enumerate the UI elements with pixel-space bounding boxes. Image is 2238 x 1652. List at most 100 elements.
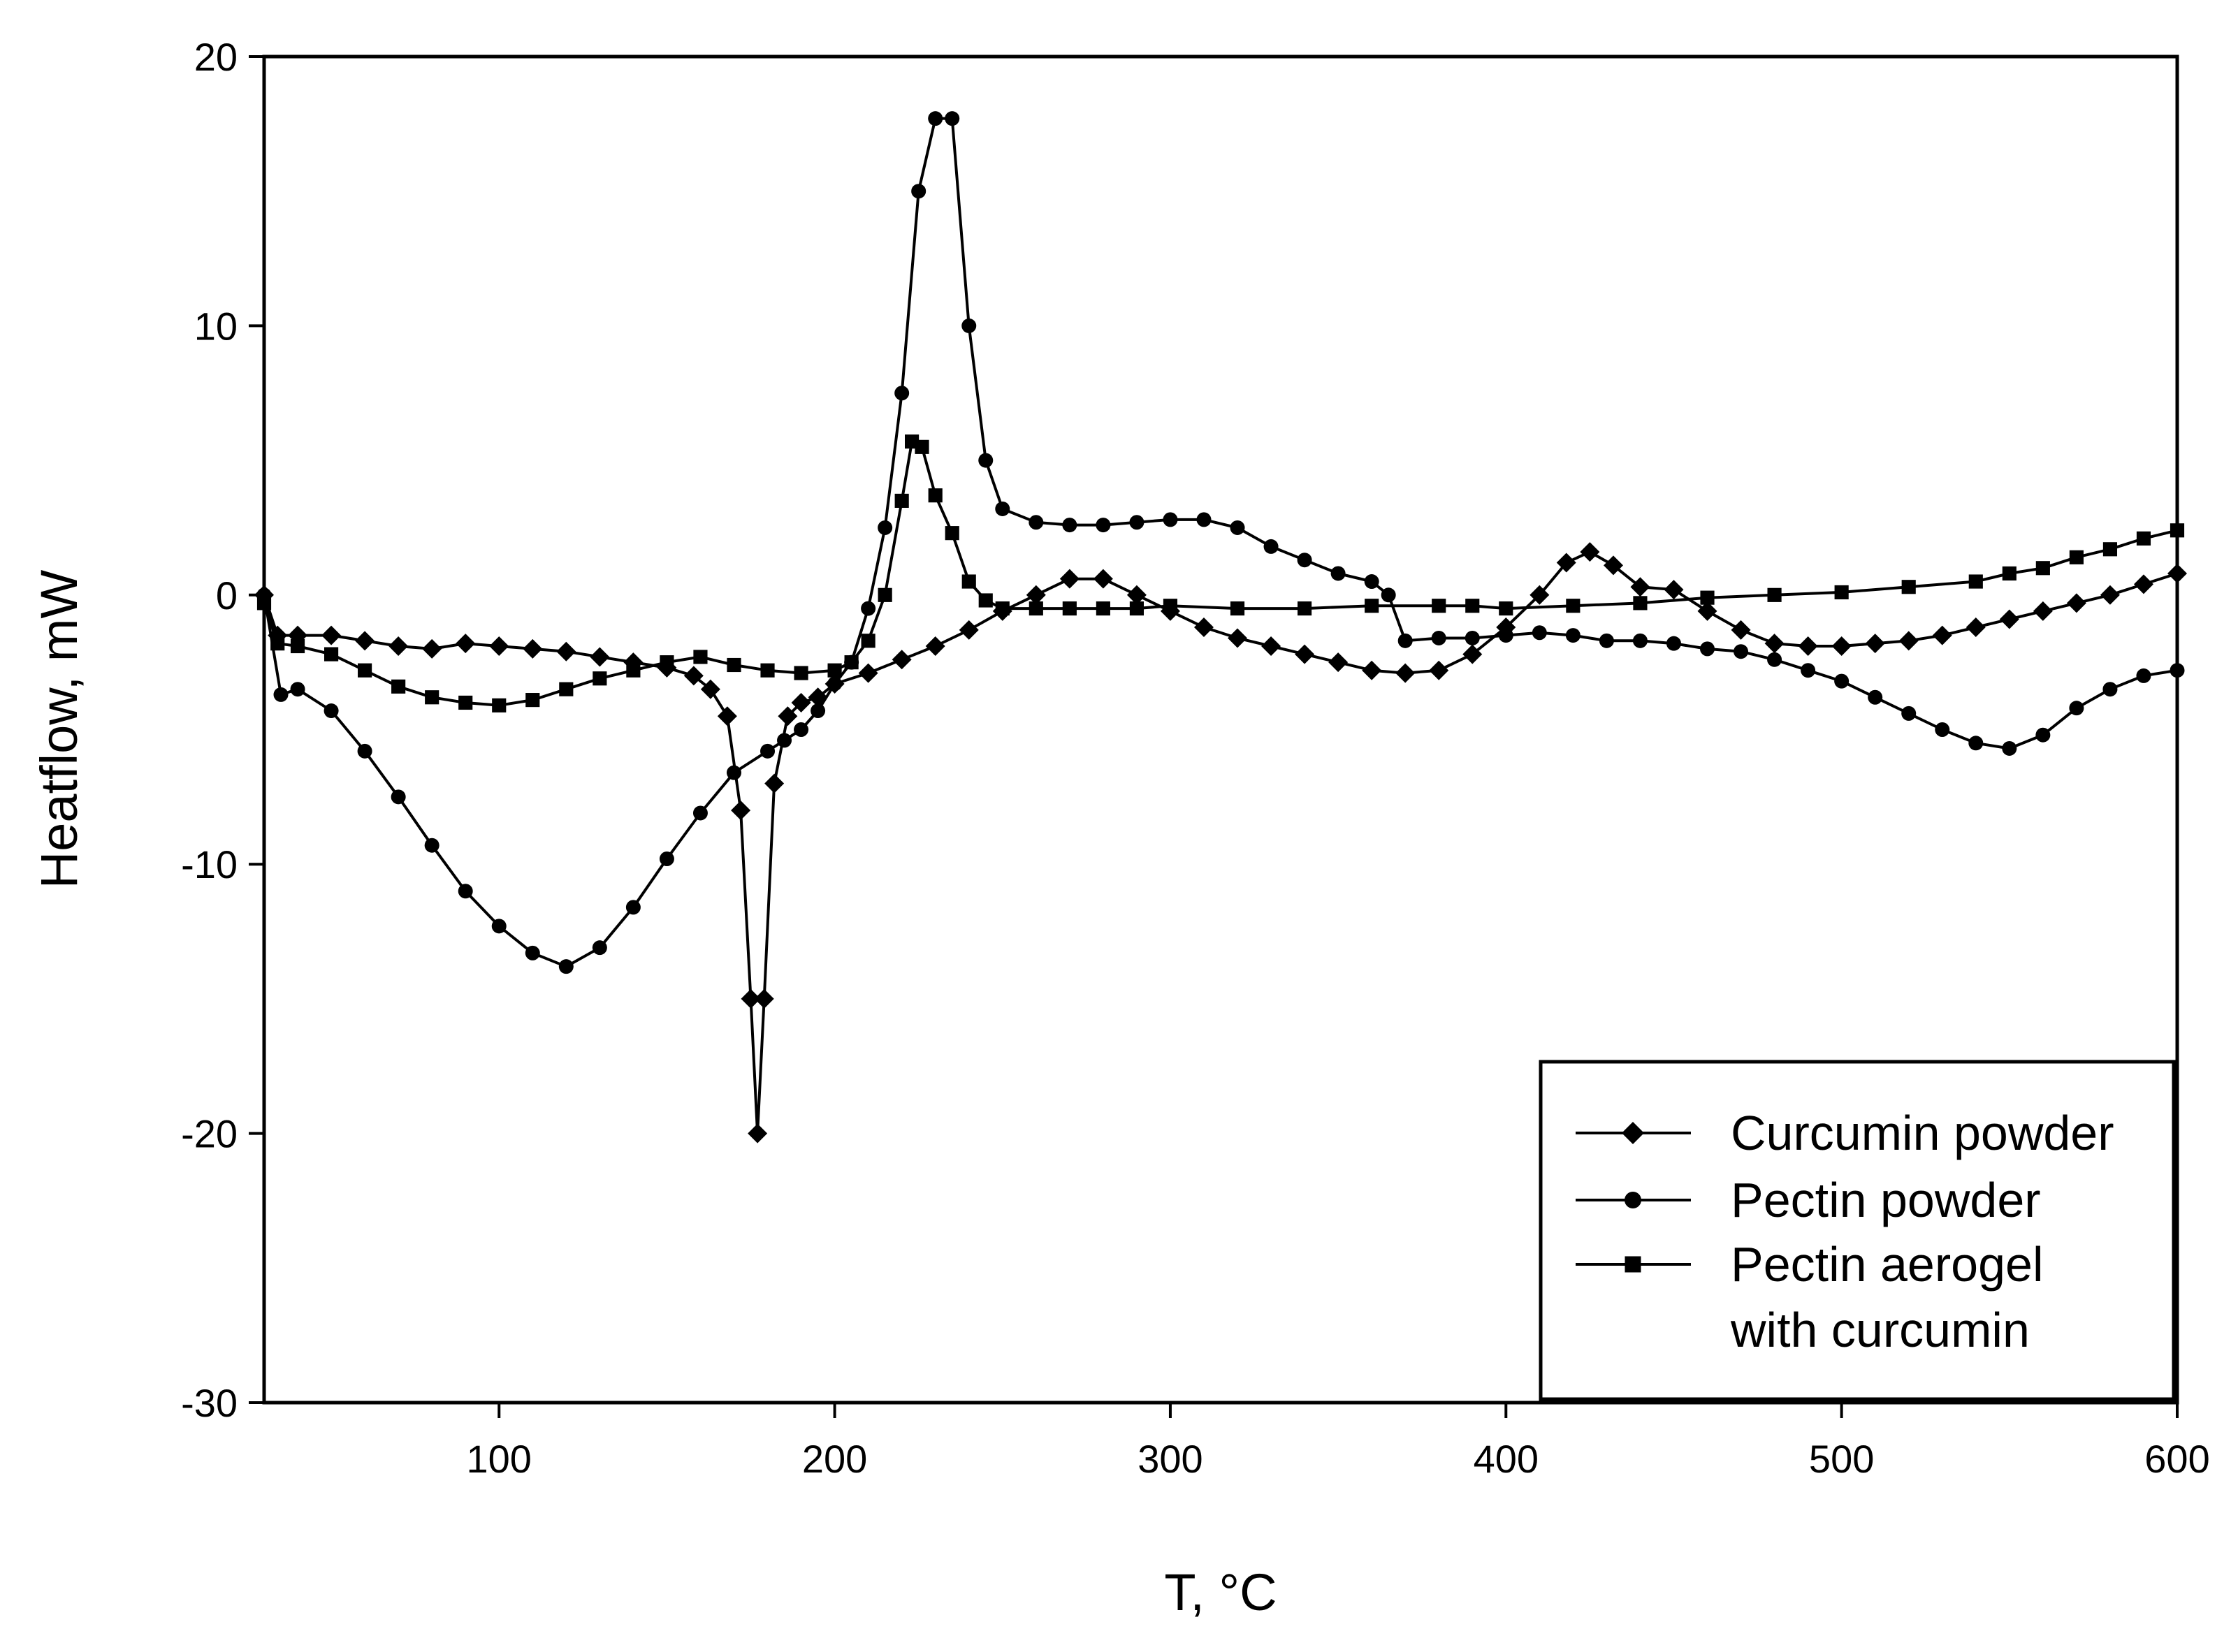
data-point [1898,631,1919,651]
data-point [1381,587,1396,603]
data-point [961,318,977,333]
legend-label: Curcumin powder [1731,1106,2114,1160]
data-point [1834,585,1849,600]
x-tick-label: 600 [2144,1437,2209,1481]
data-point [811,703,826,719]
data-point [1462,644,1483,664]
data-point [1126,585,1147,605]
data-point [727,657,741,673]
data-point [590,647,610,667]
data-point [1429,660,1449,680]
data-point [1364,574,1379,590]
data-point [1328,652,1349,673]
data-point [1432,599,1446,613]
x-tick-label: 300 [1138,1437,1202,1481]
data-point [424,838,439,853]
data-point [928,488,943,503]
data-point [894,493,909,508]
data-point [894,386,910,401]
data-point [1397,633,1413,648]
data-point [2170,523,2185,538]
data-point [2102,542,2118,557]
y-tick-label: -10 [181,842,238,886]
data-point [525,945,540,960]
data-point [754,988,774,1009]
data-point [491,919,507,934]
series-square [256,434,2185,712]
data-point [1599,633,1614,648]
data-point [928,111,943,126]
data-point [995,501,1010,516]
data-point [2102,682,2118,697]
data-point [1029,601,1043,616]
data-point [2002,740,2017,756]
data-point [2136,668,2151,683]
data-point [1801,663,1816,678]
data-point [1395,663,1416,683]
data-point [764,773,785,794]
legend: Curcumin powder Pectin powder Pectin aerog… [1539,1060,2176,1401]
data-point [1499,601,1513,616]
data-point [1965,617,1986,638]
data-point [1968,736,1984,751]
data-point [1901,706,1917,721]
data-point [1163,512,1178,527]
data-point [2100,585,2120,605]
data-point [492,698,507,712]
data-point [861,634,875,648]
data-point [995,601,1010,616]
data-point [2033,601,2053,621]
data-point [978,593,993,608]
data-point [741,988,761,1009]
legend-marker [1622,1122,1644,1144]
data-point [2167,563,2187,583]
data-point [1298,601,1312,616]
data-point [1228,628,1248,648]
data-point [1798,636,1818,657]
data-point [558,959,574,974]
data-point [422,638,442,659]
data-point [827,663,842,678]
data-point [827,676,843,692]
data-point [1465,599,1480,613]
data-point [731,801,751,821]
data-point [2069,550,2084,564]
data-point [1664,580,1684,600]
data-point [1059,569,1080,589]
legend-item: Pectin powder [1576,1173,2041,1227]
data-point [525,693,540,708]
data-point [1096,518,1111,533]
data-point [791,692,811,712]
data-point [692,805,708,821]
data-point [700,679,720,699]
data-point [794,666,808,680]
data-point [858,663,878,683]
data-point [456,634,476,654]
data-point [1604,555,1624,576]
data-point [726,765,741,780]
data-point [1431,630,1446,645]
data-point [324,703,339,719]
data-point [458,884,473,899]
data-point [1556,553,1576,573]
x-tick-label: 100 [467,1437,532,1481]
data-point [273,687,289,702]
data-point [626,663,641,678]
data-point [290,638,305,654]
data-point [683,666,704,686]
data-point [660,655,674,670]
data-point [1630,577,1650,597]
data-point [256,596,272,611]
x-axis-title: T, °C [1164,1563,1277,1621]
data-point [1362,660,1382,680]
data-point [2035,561,2050,576]
data-point [760,663,775,678]
data-point [1697,601,1717,621]
series-line [263,117,2178,968]
data-point [355,631,375,651]
data-point [523,638,543,659]
data-point [1764,634,1785,654]
y-tick-label: 10 [194,304,238,348]
data-point [1498,628,1513,643]
data-point [878,587,892,602]
